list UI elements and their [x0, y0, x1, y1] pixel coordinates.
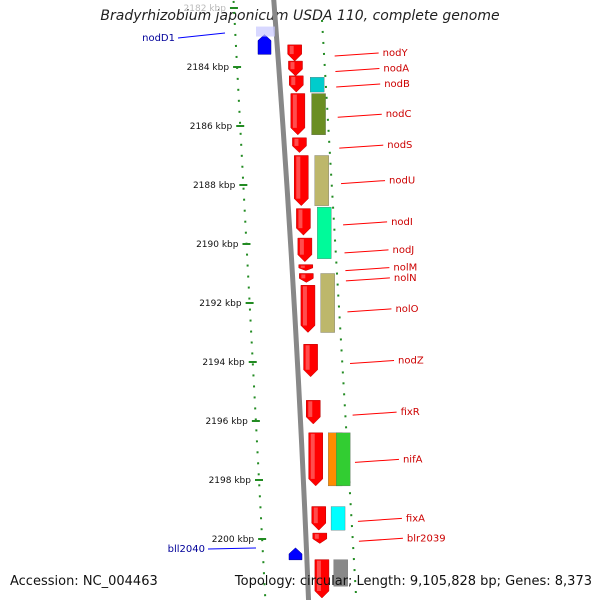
gene-highlight: [292, 94, 297, 128]
gene-highlight: [296, 156, 301, 199]
gene-label: nodU: [389, 176, 415, 187]
feature-block: [311, 93, 326, 136]
gene-label: nolM: [393, 263, 417, 274]
gene-label-leader: [344, 249, 389, 254]
gene-label: nodJ: [392, 245, 414, 256]
gene-label: fixA: [406, 513, 425, 524]
gene-label-leader: [340, 180, 386, 185]
gene-label-leader-reverse: [207, 547, 257, 550]
gene-label: fixR: [401, 407, 420, 418]
feature-block: [314, 155, 329, 206]
feature-block: [333, 559, 348, 587]
gene-highlight: [291, 76, 296, 86]
gene-highlight: [301, 274, 306, 279]
gene-label-leader: [336, 83, 381, 88]
gene-label-leader-reverse: [177, 32, 226, 39]
gene-label-leader: [345, 277, 390, 282]
gene-highlight: [290, 62, 295, 70]
coordinate-tick-label: 2188 kbp: [193, 181, 236, 191]
gene-label: nodI: [391, 217, 413, 228]
gene-label: nolO: [395, 304, 418, 315]
gene-label-leader: [334, 52, 379, 57]
gene-label-leader: [352, 411, 397, 416]
gene-label-reverse: bll2040: [168, 544, 205, 555]
gene-label-reverse: nodD1: [142, 33, 175, 44]
gene-arrow-reverse: [288, 547, 303, 561]
gene-label-leader: [354, 458, 400, 463]
coordinate-tick-label: 2184 kbp: [187, 63, 230, 73]
gene-highlight: [289, 45, 294, 55]
coordinate-tick-label: 2200 kbp: [212, 535, 255, 545]
gene-label: nodY: [383, 48, 409, 59]
feature-block: [320, 273, 335, 333]
gene-label: nodZ: [398, 356, 424, 367]
gene-highlight: [313, 507, 318, 524]
coordinate-tick-label: 2198 kbp: [209, 476, 252, 486]
gene-highlight: [299, 239, 304, 255]
gene-label: nodS: [387, 140, 412, 151]
gene-highlight: [310, 433, 315, 479]
gene-label: blr2039: [407, 533, 446, 544]
gene-highlight: [308, 401, 313, 417]
feature-block: [317, 206, 332, 259]
gene-label-leader: [347, 308, 392, 313]
gene-highlight: [314, 534, 319, 539]
gene-label: nolN: [394, 273, 417, 284]
topology-text: Topology: circular; Length: 9,105,828 bp…: [234, 574, 592, 589]
feature-block: [330, 506, 346, 531]
genome-title: Bradyrhizobium japonicum USDA 110, compl…: [100, 8, 500, 24]
backbone-line: [271, 0, 312, 600]
coordinate-tick-label: 2186 kbp: [190, 122, 233, 132]
gene-label: nifA: [403, 454, 423, 465]
gene-label: nodB: [384, 79, 410, 90]
coordinate-tick-label: 2192 kbp: [199, 299, 242, 309]
gene-shadow: [256, 26, 275, 37]
gene-label-leader: [339, 144, 384, 149]
gene-highlight: [298, 209, 303, 229]
gene-highlight: [300, 265, 305, 268]
coordinate-tick-label: 2194 kbp: [202, 358, 245, 368]
gene-label-leader: [358, 537, 403, 542]
coordinate-tick-label: 2190 kbp: [196, 240, 239, 250]
gene-label-leader: [343, 221, 388, 226]
gene-highlight: [294, 138, 299, 146]
gene-label-leader: [335, 67, 380, 72]
gene-label-leader: [349, 360, 395, 365]
gene-label: nodA: [383, 63, 409, 74]
gene-highlight: [305, 345, 310, 370]
gene-label-leader: [345, 267, 390, 272]
gene-arrow-reverse: [257, 34, 272, 55]
accession-text: Accession: NC_004463: [10, 574, 158, 589]
feature-block: [336, 432, 351, 487]
gene-label-leader: [357, 517, 402, 522]
coordinate-tick-label: 2196 kbp: [205, 417, 248, 427]
gene-highlight: [302, 286, 307, 326]
gene-label: nodC: [386, 109, 412, 120]
gene-highlight: [316, 560, 321, 591]
feature-block: [310, 77, 325, 93]
gene-label-leader: [337, 113, 382, 118]
coordinate-tick-label: 2182 kbp: [184, 4, 227, 14]
